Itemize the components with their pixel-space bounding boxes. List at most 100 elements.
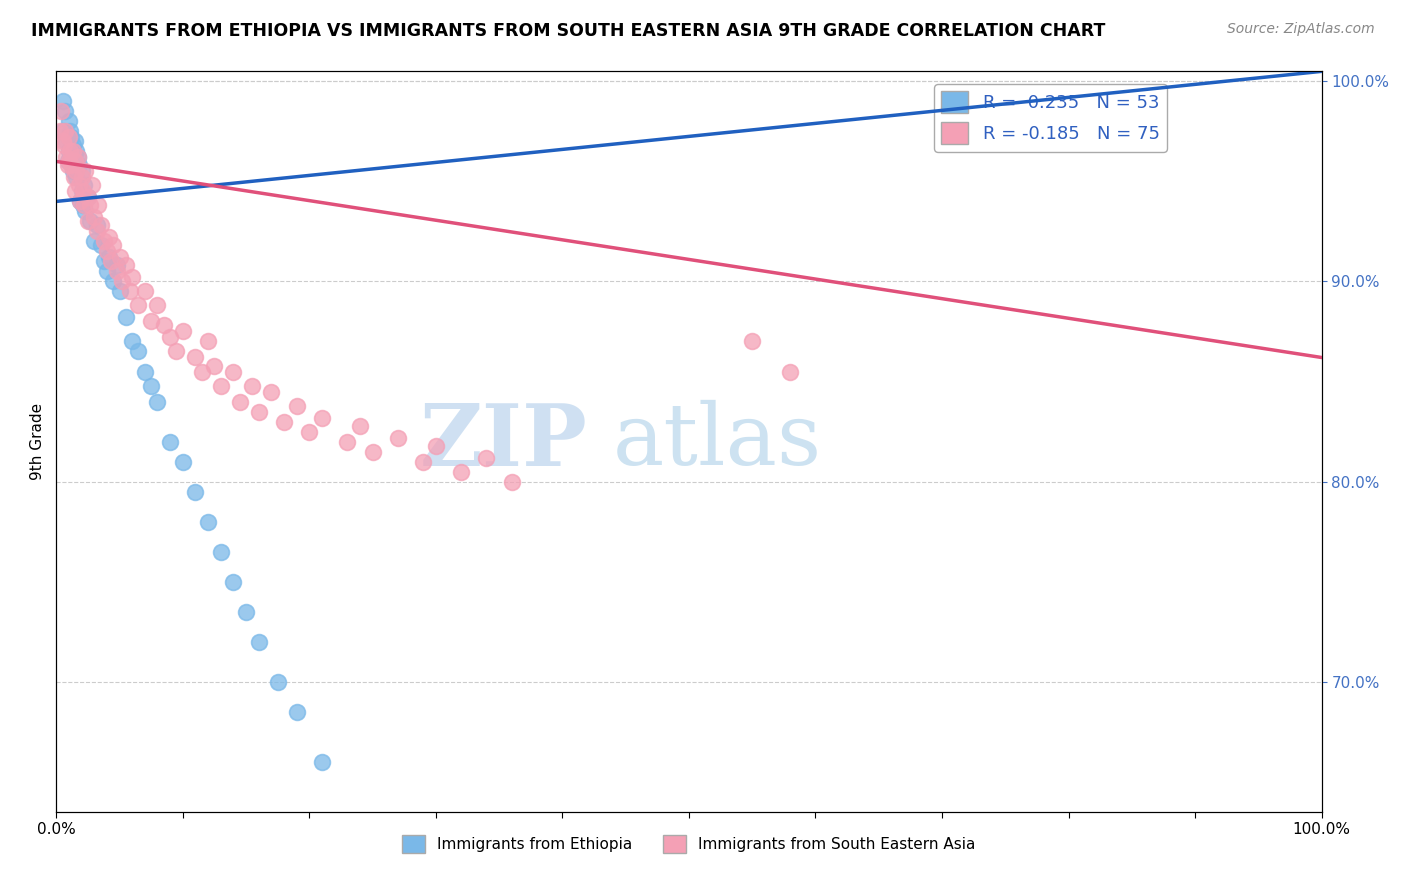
Point: [111, 275, 134, 289]
Point: [79, 198, 101, 212]
Point: [103, 238, 124, 252]
Point: [141, 378, 162, 392]
Point: [159, 434, 181, 449]
Point: [62, 138, 84, 153]
Point: [501, 475, 523, 489]
Point: [184, 484, 207, 499]
Point: [242, 378, 264, 392]
Point: [134, 285, 156, 299]
Point: [51, 104, 73, 119]
Point: [105, 264, 128, 278]
Point: [273, 415, 295, 429]
Point: [228, 394, 250, 409]
Point: [55, 135, 77, 149]
Point: [49, 124, 72, 138]
Point: [96, 264, 118, 278]
Point: [209, 544, 232, 558]
Point: [65, 158, 87, 172]
Point: [58, 154, 80, 169]
Point: [72, 185, 94, 199]
Point: [121, 334, 143, 349]
Legend: Immigrants from Ethiopia, Immigrants from South Eastern Asia: Immigrants from Ethiopia, Immigrants fro…: [396, 829, 981, 860]
Point: [103, 275, 124, 289]
Point: [127, 344, 149, 359]
Point: [361, 444, 384, 458]
Point: [209, 378, 232, 392]
Point: [100, 254, 122, 268]
Point: [184, 351, 207, 365]
Point: [59, 124, 82, 138]
Point: [298, 425, 321, 439]
Point: [73, 178, 96, 193]
Point: [76, 214, 98, 228]
Point: [60, 158, 83, 172]
Point: [86, 219, 108, 233]
Point: [260, 384, 283, 399]
Point: [65, 164, 87, 178]
Point: [65, 185, 87, 199]
Point: [52, 138, 75, 153]
Point: [69, 194, 91, 209]
Point: [53, 124, 76, 138]
Point: [69, 194, 91, 209]
Point: [247, 404, 270, 418]
Point: [425, 438, 447, 452]
Point: [52, 124, 75, 138]
Point: [65, 145, 87, 159]
Point: [83, 235, 105, 249]
Point: [76, 190, 98, 204]
Point: [285, 705, 308, 719]
Point: [56, 154, 79, 169]
Point: [59, 145, 82, 159]
Point: [65, 154, 87, 169]
Point: [63, 148, 86, 162]
Point: [67, 178, 90, 193]
Point: [79, 214, 101, 228]
Point: [53, 104, 76, 119]
Point: [153, 318, 174, 333]
Point: [87, 198, 110, 212]
Point: [66, 150, 89, 164]
Point: [58, 130, 80, 145]
Point: [172, 454, 194, 468]
Point: [83, 211, 105, 225]
Point: [76, 190, 98, 204]
Point: [93, 235, 115, 249]
Point: [475, 450, 498, 465]
Point: [222, 364, 245, 378]
Point: [191, 364, 214, 378]
Point: [172, 325, 194, 339]
Point: [56, 158, 79, 172]
Point: [166, 344, 188, 359]
Point: [75, 204, 97, 219]
Point: [114, 259, 138, 273]
Point: [108, 251, 131, 265]
Point: [60, 130, 83, 145]
Point: [66, 150, 89, 164]
Point: [80, 178, 103, 193]
Point: [387, 431, 409, 445]
Point: [98, 230, 121, 244]
Point: [159, 330, 181, 344]
Point: [412, 454, 434, 468]
Point: [108, 285, 131, 299]
Point: [134, 364, 156, 378]
Point: [52, 95, 75, 109]
Point: [127, 298, 149, 312]
Point: [60, 154, 83, 169]
Point: [70, 185, 93, 199]
Point: [247, 634, 270, 648]
Point: [197, 515, 219, 529]
Text: Source: ZipAtlas.com: Source: ZipAtlas.com: [1227, 22, 1375, 37]
Point: [197, 334, 219, 349]
Point: [86, 224, 108, 238]
Point: [67, 158, 90, 172]
Point: [65, 170, 87, 185]
Text: atlas: atlas: [613, 400, 823, 483]
Point: [98, 251, 121, 265]
Point: [311, 755, 333, 769]
Point: [75, 164, 97, 178]
Point: [73, 198, 96, 212]
Text: ZIP: ZIP: [420, 400, 588, 483]
Point: [779, 364, 801, 378]
